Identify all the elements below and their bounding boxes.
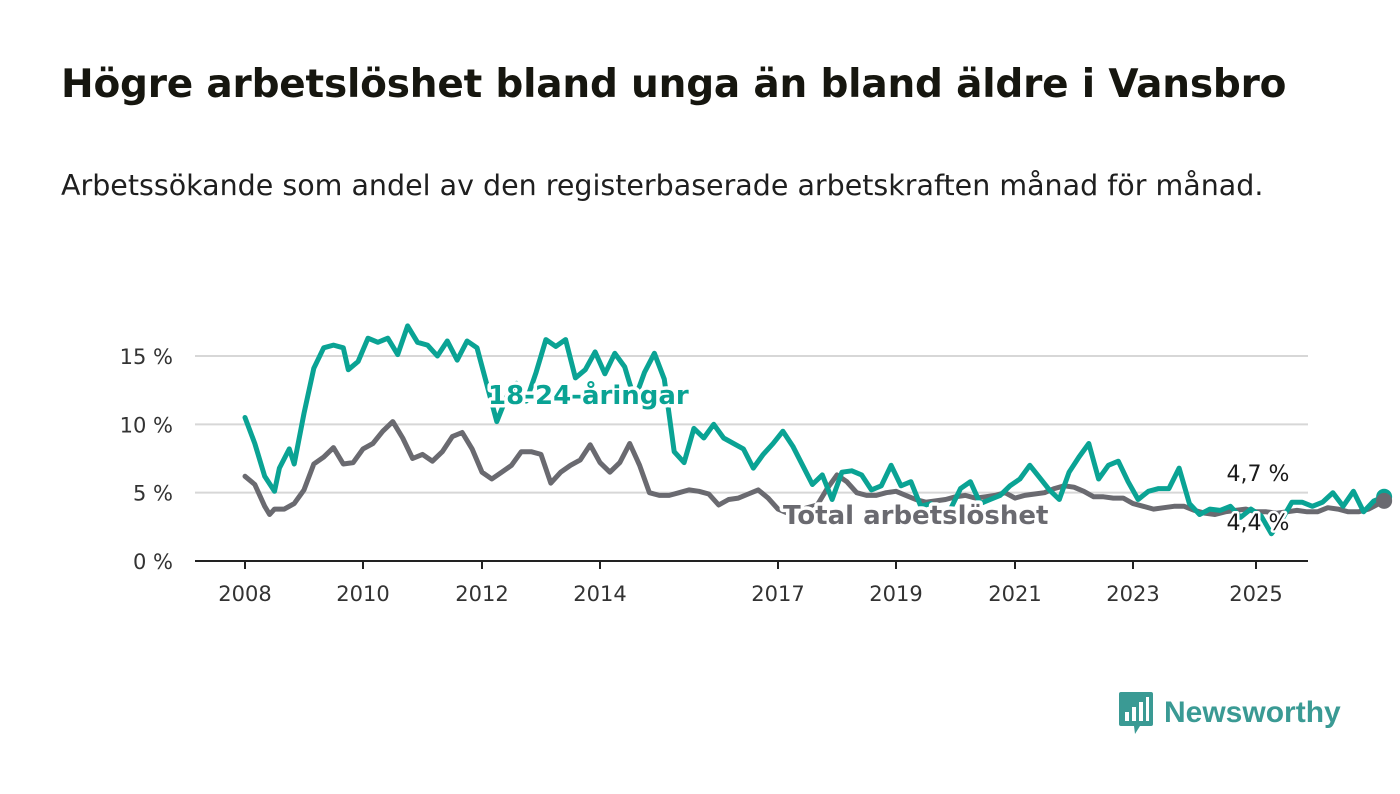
y-tick-label: 15 %: [120, 345, 173, 369]
x-tick-label: 2023: [1106, 582, 1159, 606]
x-tick-label: 2017: [751, 582, 804, 606]
x-tick-label: 2021: [988, 582, 1041, 606]
series-lines: [242, 323, 1393, 537]
total-series-label: Total arbetslöshet: [783, 501, 1048, 531]
youth-series-label: 18-24-åringar: [488, 379, 689, 411]
total-end-marker: [1376, 492, 1393, 509]
x-tick-label: 2008: [218, 582, 271, 606]
x-tick-label: 2014: [573, 582, 626, 606]
x-tick-label: 2010: [336, 582, 389, 606]
x-axis-ticks: 2008 2010 2012 2014 2017 2019 2021 2023 2025: [218, 561, 1283, 606]
x-tick-label: 2019: [869, 582, 922, 606]
x-tick-label: 2012: [455, 582, 508, 606]
y-axis-ticks: 0 % 5 % 10 % 15 %: [120, 345, 173, 574]
x-tick-label: 2025: [1229, 582, 1282, 606]
series-labels: 18-24-åringar Total arbetslöshet 4,7 % 4,4 …: [485, 376, 1292, 539]
y-tick-label: 5 %: [133, 482, 173, 506]
youth-end-value: 4,7 %: [1227, 462, 1290, 487]
total-series-line: [242, 419, 1387, 517]
newsworthy-logo-icon: [1119, 692, 1153, 734]
total-end-value: 4,4 %: [1227, 511, 1290, 536]
chart-title: Högre arbetslöshet bland unga än bland ä…: [61, 62, 1287, 107]
newsworthy-logo-text: Newsworthy: [1164, 696, 1341, 729]
y-tick-label: 0 %: [133, 550, 173, 574]
y-tick-label: 10 %: [120, 413, 173, 437]
newsworthy-logo: Newsworthy: [1118, 690, 1341, 736]
gridlines: [195, 355, 1308, 562]
youth-series-line: [242, 323, 1387, 537]
chart-subtitle: Arbetssökande som andel av den registerb…: [61, 169, 1264, 202]
